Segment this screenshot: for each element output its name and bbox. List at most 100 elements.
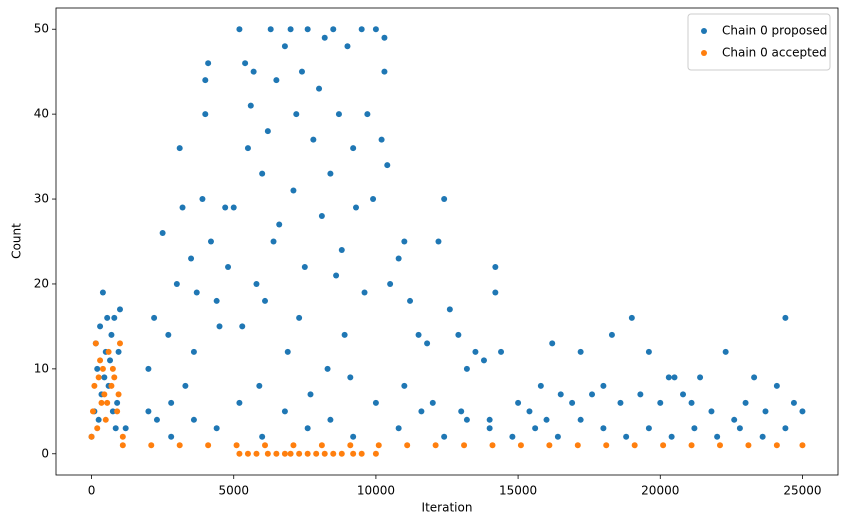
point xyxy=(222,204,229,211)
point xyxy=(404,442,411,449)
plot-frame xyxy=(55,7,839,476)
point xyxy=(122,425,129,432)
point xyxy=(716,442,723,449)
point xyxy=(526,408,533,415)
point xyxy=(577,348,584,355)
point xyxy=(665,374,672,381)
point xyxy=(273,450,280,457)
point xyxy=(361,289,368,296)
point xyxy=(88,433,95,440)
point xyxy=(287,26,294,33)
point xyxy=(384,162,391,169)
point xyxy=(347,442,354,449)
point xyxy=(463,365,470,372)
point xyxy=(262,442,269,449)
point xyxy=(293,111,300,118)
point xyxy=(112,425,119,432)
point xyxy=(589,391,596,398)
point xyxy=(574,442,581,449)
point xyxy=(623,433,630,440)
point xyxy=(107,357,114,364)
point xyxy=(296,450,303,457)
point xyxy=(176,442,183,449)
point xyxy=(372,399,379,406)
point xyxy=(239,323,246,330)
point xyxy=(296,314,303,321)
point xyxy=(92,340,99,347)
point xyxy=(472,348,479,355)
point xyxy=(745,442,752,449)
x-tick-label: 15000 xyxy=(499,484,537,498)
point xyxy=(290,442,297,449)
point xyxy=(688,442,695,449)
point xyxy=(569,399,576,406)
point xyxy=(95,416,102,423)
point xyxy=(281,450,288,457)
legend-box xyxy=(687,13,831,71)
point xyxy=(708,408,715,415)
point xyxy=(645,348,652,355)
y-tick-label: 10 xyxy=(34,361,49,375)
point xyxy=(557,391,564,398)
point xyxy=(492,289,499,296)
point xyxy=(316,85,323,92)
point xyxy=(301,263,308,270)
point xyxy=(116,340,123,347)
y-tick-label: 0 xyxy=(41,446,49,460)
point xyxy=(236,26,243,33)
point xyxy=(109,365,116,372)
point xyxy=(270,238,277,245)
point xyxy=(190,416,197,423)
point xyxy=(350,145,357,152)
point xyxy=(264,128,271,135)
point xyxy=(119,442,126,449)
y-tick-label: 50 xyxy=(34,22,49,36)
point xyxy=(233,442,240,449)
point xyxy=(628,314,635,321)
x-axis-label: Iteration xyxy=(422,501,473,515)
point xyxy=(313,450,320,457)
point xyxy=(182,382,189,389)
point xyxy=(244,145,251,152)
point xyxy=(509,433,516,440)
point xyxy=(190,348,197,355)
legend-marker xyxy=(701,50,707,56)
point xyxy=(114,408,121,415)
point xyxy=(515,399,522,406)
point xyxy=(216,323,223,330)
point xyxy=(176,145,183,152)
point xyxy=(344,43,351,50)
point xyxy=(617,399,624,406)
point xyxy=(517,442,524,449)
point xyxy=(318,442,325,449)
point xyxy=(153,416,160,423)
point xyxy=(321,450,328,457)
point xyxy=(608,331,615,338)
point xyxy=(104,399,111,406)
point xyxy=(259,433,266,440)
point xyxy=(207,238,214,245)
point xyxy=(330,26,337,33)
point xyxy=(441,196,448,203)
point xyxy=(333,272,340,279)
point xyxy=(108,382,115,389)
point xyxy=(697,374,704,381)
point xyxy=(168,399,175,406)
point xyxy=(543,416,550,423)
point xyxy=(335,111,342,118)
point xyxy=(281,43,288,50)
point xyxy=(97,357,104,364)
point xyxy=(213,297,220,304)
point xyxy=(424,340,431,347)
point xyxy=(188,255,195,262)
point xyxy=(762,408,769,415)
point xyxy=(577,416,584,423)
point xyxy=(387,280,394,287)
point xyxy=(321,34,328,41)
point xyxy=(205,442,212,449)
point xyxy=(267,26,274,33)
point xyxy=(298,68,305,75)
point xyxy=(358,26,365,33)
legend-label: Chain 0 proposed xyxy=(722,24,827,38)
point xyxy=(731,416,738,423)
